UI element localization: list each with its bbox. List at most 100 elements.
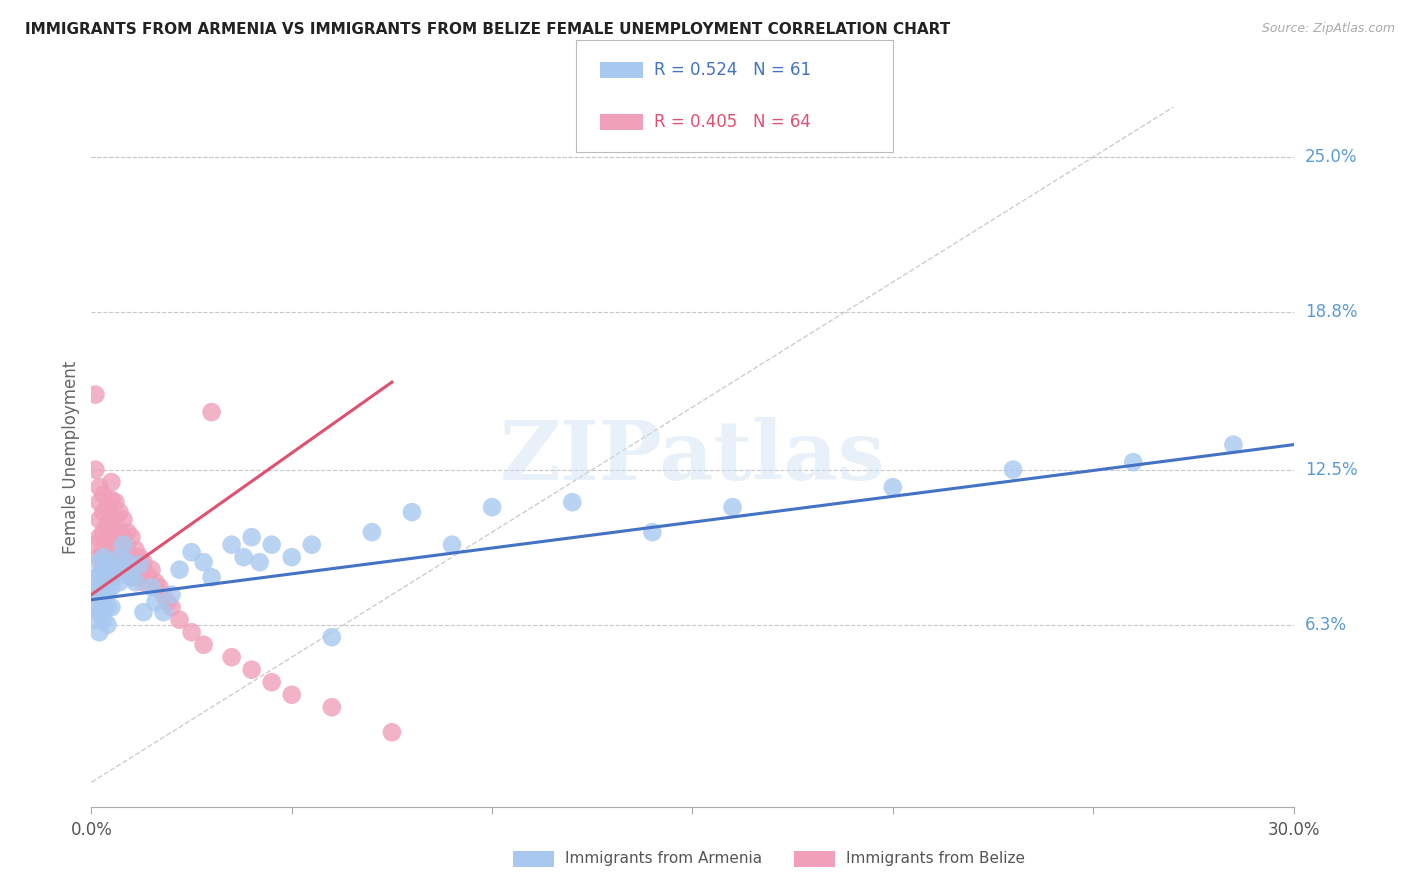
Text: ZIPatlas: ZIPatlas bbox=[499, 417, 886, 497]
Point bbox=[89, 580, 111, 594]
Point bbox=[128, 550, 150, 565]
Point bbox=[160, 588, 183, 602]
Point bbox=[96, 517, 118, 532]
Point bbox=[281, 688, 304, 702]
Point bbox=[93, 600, 115, 615]
Point bbox=[1122, 455, 1144, 469]
Point bbox=[100, 492, 122, 507]
Text: IMMIGRANTS FROM ARMENIA VS IMMIGRANTS FROM BELIZE FEMALE UNEMPLOYMENT CORRELATIO: IMMIGRANTS FROM ARMENIA VS IMMIGRANTS FR… bbox=[25, 22, 950, 37]
Point bbox=[104, 570, 127, 584]
Point bbox=[100, 563, 122, 577]
Point bbox=[221, 650, 243, 665]
Point bbox=[132, 605, 155, 619]
Point bbox=[89, 530, 111, 544]
Point bbox=[93, 613, 115, 627]
Point bbox=[100, 600, 122, 615]
Point bbox=[440, 538, 463, 552]
Point bbox=[100, 510, 122, 524]
Point bbox=[117, 525, 139, 540]
Point bbox=[148, 580, 170, 594]
Point bbox=[96, 555, 118, 569]
Point bbox=[93, 560, 115, 574]
Point bbox=[93, 525, 115, 540]
Point bbox=[221, 538, 243, 552]
Point bbox=[169, 613, 191, 627]
Point bbox=[121, 550, 143, 565]
Point bbox=[1001, 463, 1024, 477]
Point bbox=[240, 663, 263, 677]
Point bbox=[128, 558, 150, 572]
Point bbox=[132, 555, 155, 569]
Point bbox=[136, 567, 159, 582]
Point bbox=[96, 500, 118, 515]
Point bbox=[201, 570, 224, 584]
Point bbox=[100, 530, 122, 544]
Point bbox=[145, 575, 167, 590]
Point bbox=[89, 625, 111, 640]
Point bbox=[93, 542, 115, 557]
Point bbox=[193, 555, 215, 569]
Point bbox=[124, 575, 146, 590]
Point bbox=[84, 570, 107, 584]
Point bbox=[96, 535, 118, 549]
Point bbox=[121, 530, 143, 544]
Point bbox=[240, 530, 263, 544]
Point bbox=[100, 580, 122, 594]
Point bbox=[93, 575, 115, 590]
Point bbox=[401, 505, 423, 519]
Point bbox=[1222, 437, 1244, 451]
Point bbox=[108, 525, 131, 540]
Point bbox=[128, 570, 150, 584]
Point bbox=[381, 725, 404, 739]
Point bbox=[84, 463, 107, 477]
Point bbox=[112, 513, 135, 527]
Point bbox=[141, 580, 163, 594]
Point bbox=[89, 567, 111, 582]
Point bbox=[481, 500, 503, 515]
Text: R = 0.524   N = 61: R = 0.524 N = 61 bbox=[654, 62, 811, 79]
Point bbox=[96, 600, 118, 615]
Point bbox=[96, 585, 118, 599]
Point bbox=[561, 495, 583, 509]
Point bbox=[152, 605, 174, 619]
Point bbox=[301, 538, 323, 552]
Text: Immigrants from Belize: Immigrants from Belize bbox=[846, 852, 1025, 866]
Point bbox=[160, 600, 183, 615]
Point bbox=[180, 545, 202, 559]
Text: 12.5%: 12.5% bbox=[1305, 460, 1357, 479]
Point bbox=[100, 550, 122, 565]
Point bbox=[232, 550, 254, 565]
Point bbox=[93, 505, 115, 519]
Point bbox=[360, 525, 382, 540]
Point bbox=[100, 475, 122, 490]
Point bbox=[108, 575, 131, 590]
Point bbox=[112, 550, 135, 565]
Point bbox=[108, 563, 131, 577]
Point bbox=[108, 505, 131, 519]
Point bbox=[84, 387, 107, 401]
Point bbox=[100, 570, 122, 584]
Point bbox=[93, 588, 115, 602]
Point bbox=[108, 550, 131, 565]
Point bbox=[104, 530, 127, 544]
Point bbox=[193, 638, 215, 652]
Text: 25.0%: 25.0% bbox=[1305, 148, 1357, 166]
Point bbox=[93, 563, 115, 577]
Point bbox=[281, 550, 304, 565]
Point bbox=[152, 588, 174, 602]
Point bbox=[89, 592, 111, 607]
Point bbox=[93, 550, 115, 565]
Point bbox=[117, 542, 139, 557]
Point bbox=[104, 550, 127, 565]
Point bbox=[169, 563, 191, 577]
Point bbox=[132, 575, 155, 590]
Point bbox=[84, 588, 107, 602]
Text: R = 0.405   N = 64: R = 0.405 N = 64 bbox=[654, 112, 811, 130]
Point bbox=[89, 513, 111, 527]
Point bbox=[156, 595, 179, 609]
Point bbox=[721, 500, 744, 515]
Point bbox=[121, 570, 143, 584]
Point bbox=[104, 513, 127, 527]
Y-axis label: Female Unemployment: Female Unemployment bbox=[62, 360, 80, 554]
Point bbox=[84, 600, 107, 615]
